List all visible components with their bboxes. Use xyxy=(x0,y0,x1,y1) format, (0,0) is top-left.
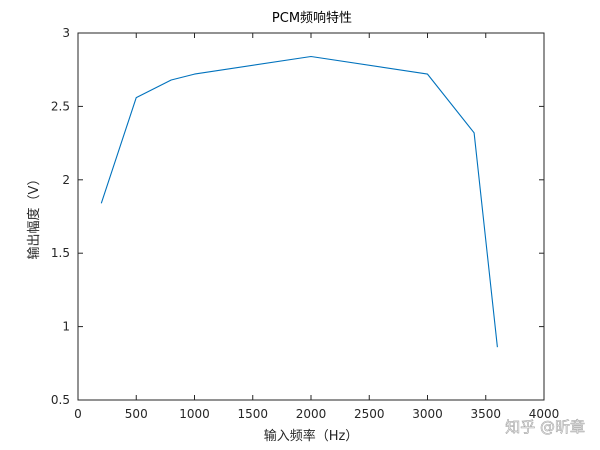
y-axis-label: 输出幅度（V） xyxy=(26,173,42,260)
y-tick-label: 0.5 xyxy=(51,393,70,407)
y-tick-label: 1.5 xyxy=(51,246,70,260)
x-axis-label: 输入频率（Hz） xyxy=(264,428,359,444)
y-tick-label: 1 xyxy=(62,320,70,334)
y-tick-label: 2 xyxy=(62,173,70,187)
y-tick-label: 2.5 xyxy=(51,99,70,113)
x-tick-label: 1500 xyxy=(237,407,268,421)
y-axis-ticks: 0.5 1 1.5 2 2.5 3 xyxy=(51,26,544,407)
x-tick-label: 2500 xyxy=(354,407,385,421)
x-tick-label: 500 xyxy=(125,407,148,421)
watermark: 知乎 @昕章 xyxy=(505,418,585,436)
x-tick-label: 3000 xyxy=(412,407,443,421)
x-tick-label: 0 xyxy=(74,407,82,421)
x-tick-label: 3500 xyxy=(470,407,501,421)
series-group xyxy=(100,55,498,348)
plot-frame xyxy=(77,32,545,401)
x-tick-label: 1000 xyxy=(179,407,210,421)
x-tick-label: 2000 xyxy=(296,407,327,421)
chart-title: PCM频响特性 xyxy=(272,10,352,26)
series-line xyxy=(100,55,498,348)
y-tick-label: 3 xyxy=(62,26,70,40)
x-tick-label: 4000 xyxy=(529,407,560,421)
x-axis-ticks: 0 500 1000 1500 2000 2500 3000 3500 4000 xyxy=(74,33,559,421)
